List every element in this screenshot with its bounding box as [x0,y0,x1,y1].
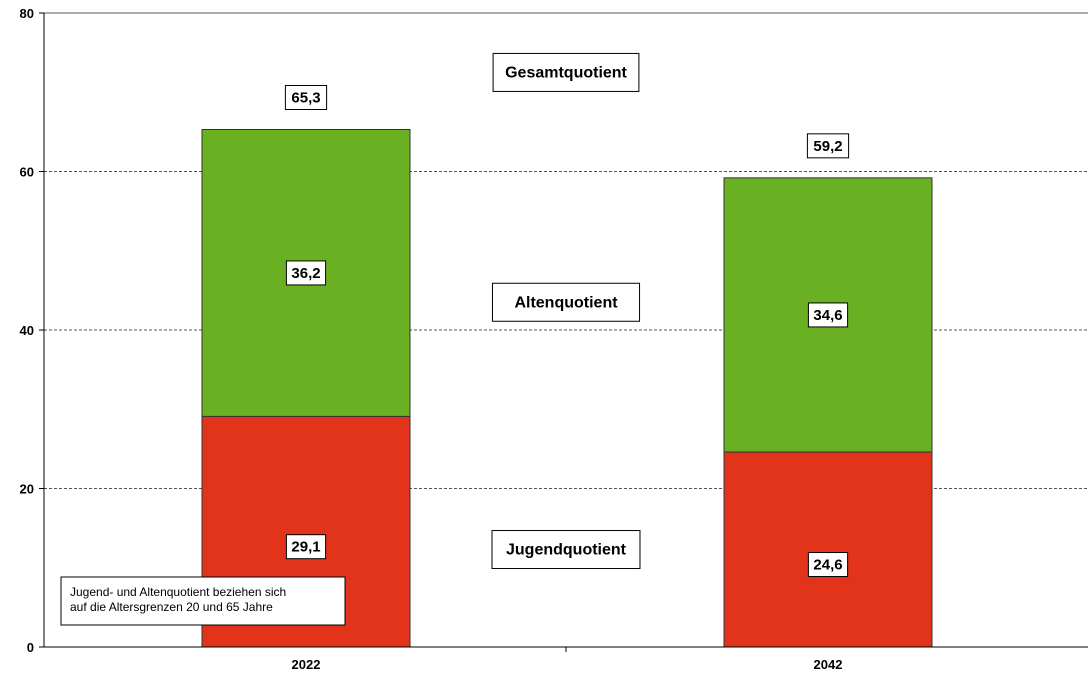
series-name-gesamtquotient-box [492,52,640,92]
value-label-jugendquotient-2042-text: 24,6 [813,557,842,574]
total-label-2042: 59,2 [806,133,850,159]
value-label-altenquotient-2042-text: 34,6 [813,307,842,324]
value-label-altenquotient-2022-text: 36,2 [291,265,320,282]
series-name-jugendquotient-box [491,530,641,570]
value-label-jugendquotient-2022: 29,1 [285,534,327,560]
data-labels: 29,1 36,2 65,3 24,6 34,6 59,2 [284,84,850,578]
footnote-line-2: auf die Altersgrenzen 20 und 65 Jahre [70,600,273,614]
series-name-altenquotient: Altenquotient [491,282,641,322]
series-name-altenquotient-text: Altenquotient [514,294,618,311]
total-label-2042-text: 59,2 [813,138,842,155]
y-tick-label-20: 20 [20,482,34,497]
series-name-jugendquotient: Jugendquotient [491,530,641,570]
total-label-2022-text: 65,3 [291,89,320,106]
value-label-jugendquotient-2022-text: 29,1 [291,539,320,556]
footnote-line-1: Jugend- und Altenquotient beziehen sich [70,585,286,599]
value-label-jugendquotient-2022-box [285,534,327,560]
value-label-altenquotient-2042: 34,6 [807,302,849,328]
y-tick-label-0: 0 [27,640,34,655]
x-tick-label-2042: 2042 [814,657,843,672]
bar-jugendquotient-2042 [723,451,933,648]
series-name-labels: Gesamtquotient Altenquotient Jugendquotien… [491,52,641,570]
value-label-altenquotient-2022: 36,2 [285,260,327,286]
value-label-altenquotient-2042-box [807,302,849,328]
series-name-gesamtquotient-text: Gesamtquotient [505,64,627,81]
series-name-gesamtquotient: Gesamtquotient [492,52,640,92]
axes: 0 20 40 60 80 2022 2042 [20,6,1088,672]
series-name-altenquotient-box [491,282,641,322]
value-label-jugendquotient-2042: 24,6 [807,552,849,578]
x-tick-label-2022: 2022 [292,657,321,672]
footnote-box: Jugend- und Altenquotient beziehen sicha… [60,576,346,626]
y-tick-label-40: 40 [20,323,34,338]
value-label-jugendquotient-2042-box [807,552,849,578]
value-label-altenquotient-2022-box [285,260,327,286]
total-label-2042-box [806,133,850,159]
y-tick-label-80: 80 [20,6,34,21]
y-tick-label-60: 60 [20,165,34,180]
total-label-2022: 65,3 [284,84,328,110]
series-name-jugendquotient-text: Jugendquotient [506,542,627,559]
total-label-2022-box [284,84,328,110]
footnote-box-frame [60,576,346,626]
